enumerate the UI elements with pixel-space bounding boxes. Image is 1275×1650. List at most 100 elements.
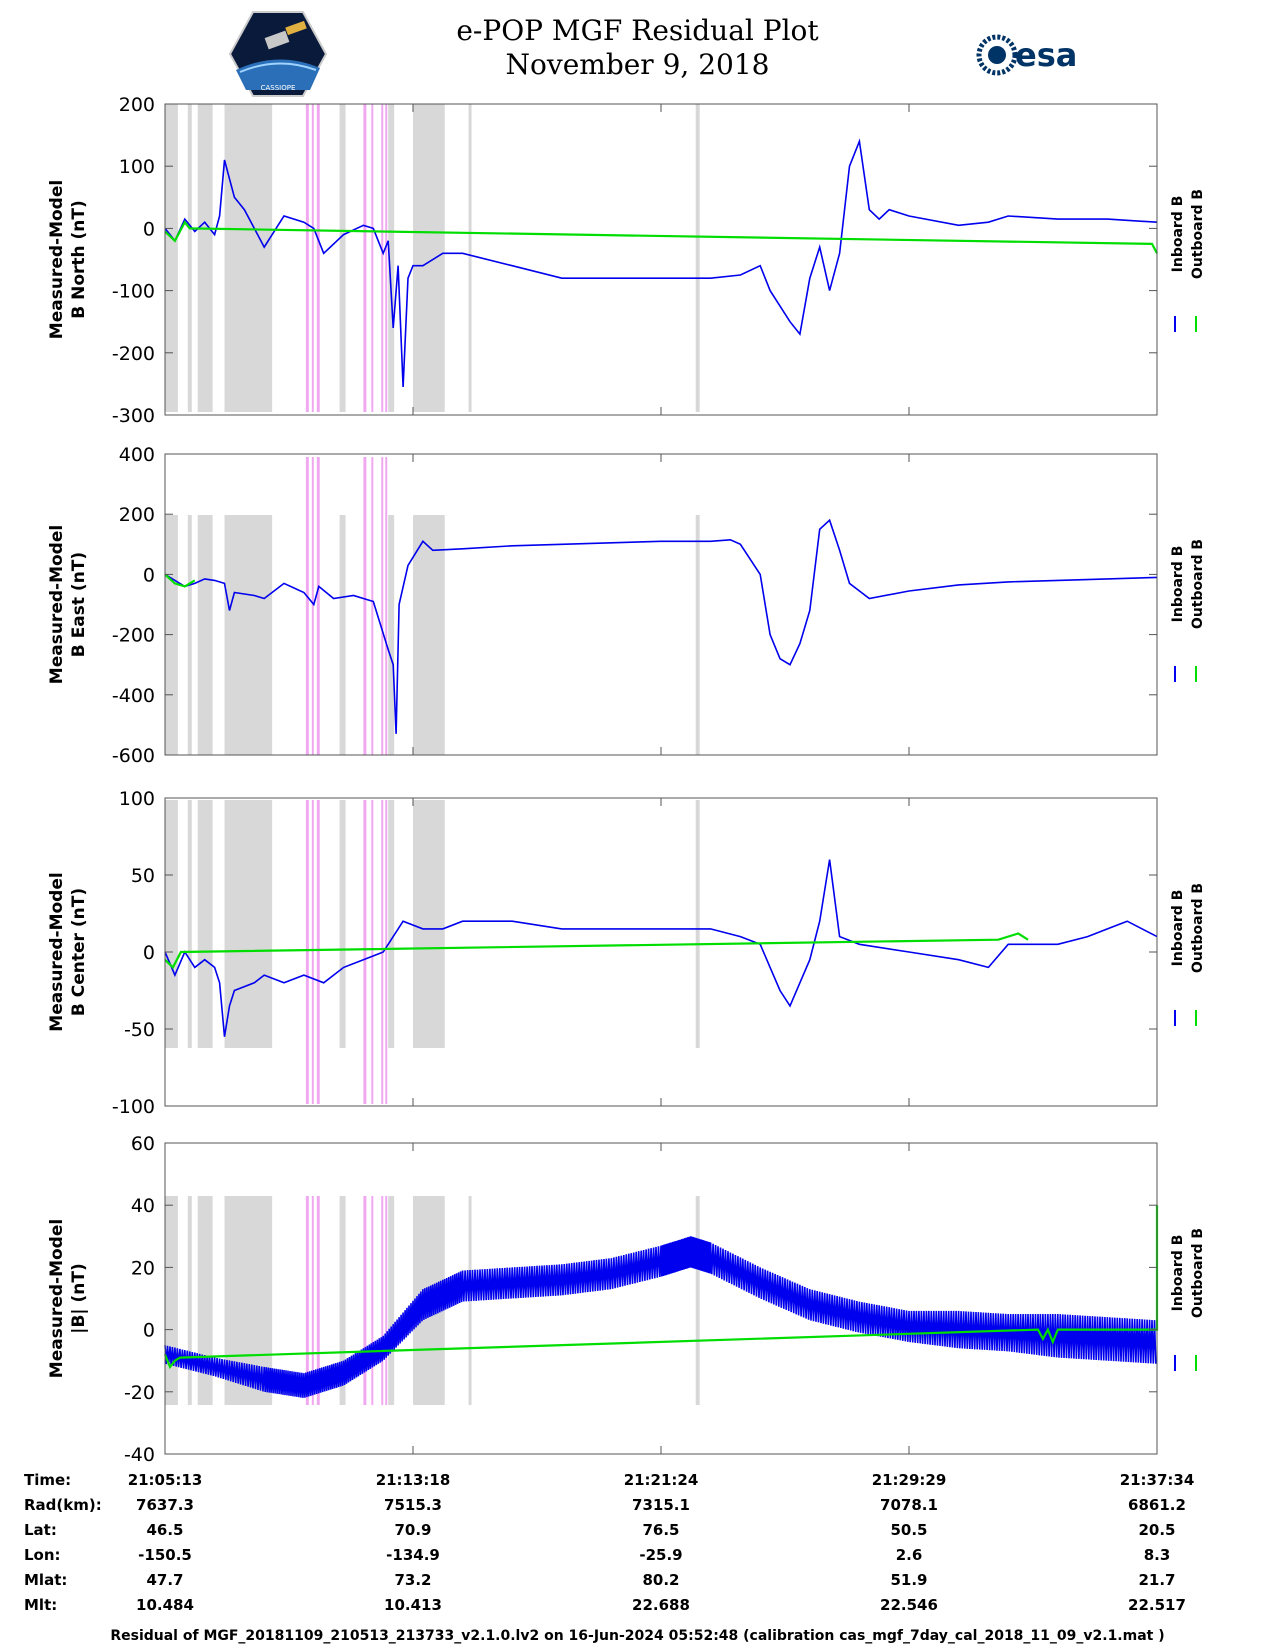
ephemeris-cell: 20.5 <box>1138 1521 1175 1539</box>
ephemeris-cell: 80.2 <box>642 1571 679 1589</box>
y-tick-label: -40 <box>124 1444 155 1466</box>
flag-band <box>311 104 314 412</box>
ephemeris-cell: 21:13:18 <box>376 1471 451 1489</box>
data-gap-band <box>468 104 472 412</box>
data-gap-band <box>187 515 192 755</box>
outboard-b-line <box>164 220 1158 254</box>
flag-band <box>381 1196 384 1405</box>
ephemeris-cell: 7637.3 <box>136 1496 194 1514</box>
ephemeris-cell: 21:05:13 <box>128 1471 203 1489</box>
data-gap-band <box>388 104 395 412</box>
y-tick-label: -100 <box>112 1096 155 1118</box>
y-tick-label: 0 <box>143 564 155 586</box>
y-tick-label: 0 <box>143 942 155 964</box>
title-line-1: e-POP MGF Residual Plot <box>456 14 819 47</box>
outboard-b-line <box>164 573 196 588</box>
flag-band <box>305 457 309 755</box>
ephemeris-cell: -150.5 <box>138 1546 192 1564</box>
data-gap-band <box>187 800 192 1048</box>
y-tick-label: 400 <box>119 444 155 466</box>
flag-band <box>385 800 388 1104</box>
inboard-b-line <box>164 859 1158 1037</box>
flag-band <box>371 800 374 1104</box>
cassiope-logo: CASSIOPE <box>228 11 328 97</box>
y-tick-label: -20 <box>124 1382 155 1404</box>
ephemeris-cell: 47.7 <box>146 1571 183 1589</box>
y-tick-label: 40 <box>131 1195 155 1217</box>
legend-label-inboard: Inboard B <box>1170 1235 1186 1312</box>
data-gap-band <box>339 515 346 755</box>
title-line-2: November 9, 2018 <box>505 48 770 81</box>
data-gap-band <box>187 104 192 412</box>
ephemeris-cell: 22.546 <box>880 1596 938 1614</box>
y-tick-label: 200 <box>119 94 155 116</box>
ephemeris-cell: 21:29:29 <box>872 1471 947 1489</box>
flag-band <box>316 800 320 1104</box>
legend-label-outboard: Outboard B <box>1190 883 1206 973</box>
data-gap-band <box>187 1196 192 1405</box>
inboard-b-line <box>164 518 1158 734</box>
y-tick-label: 200 <box>119 504 155 526</box>
ephemeris-row-label: Mlat: <box>24 1571 67 1589</box>
panel-3: -100 -50 0 50 100 Measured-Model B Center (nT)… <box>47 788 1206 1118</box>
flag-band <box>305 104 309 412</box>
y-tick-label: -50 <box>124 1019 155 1041</box>
ephemeris-cell: -134.9 <box>386 1546 440 1564</box>
data-gap-band <box>339 1196 346 1405</box>
ephemeris-row-label: Mlt: <box>24 1596 57 1614</box>
data-gap-band <box>695 800 700 1048</box>
legend-label-outboard: Outboard B <box>1190 1228 1206 1318</box>
panel-1: -300 -200 -100 0 100 200 Measured-Model B North… <box>47 94 1206 427</box>
data-gap-band <box>695 104 700 412</box>
y-tick-label: 60 <box>131 1133 155 1155</box>
flag-band <box>316 1196 320 1405</box>
flag-band <box>363 1196 367 1405</box>
ephemeris-cell: -25.9 <box>639 1546 682 1564</box>
y-axis-label-line-1: Measured-Model <box>47 1219 67 1378</box>
y-tick-label: -600 <box>112 745 155 767</box>
legend-label-outboard: Outboard B <box>1190 189 1206 279</box>
flag-band <box>385 1196 388 1405</box>
y-axis-label-line-2: B North (nT) <box>69 200 89 319</box>
y-axis-label: Measured-Model B East (nT) <box>47 525 89 684</box>
data-gap-band <box>224 515 273 755</box>
y-tick-label: -100 <box>112 281 155 303</box>
data-gap-band <box>224 800 273 1048</box>
ephemeris-cell: 7078.1 <box>880 1496 938 1514</box>
y-axis-label-line-2: B East (nT) <box>69 552 89 657</box>
ephemeris-cell: 22.688 <box>632 1596 690 1614</box>
data-gap-band <box>388 515 395 755</box>
y-tick-label: -200 <box>112 625 155 647</box>
data-gap-band <box>165 104 178 412</box>
y-axis-label-line-2: |B| (nT) <box>69 1263 89 1334</box>
y-tick-label: -200 <box>112 343 155 365</box>
panel-2: -600 -400 -200 0 200 400 Measured-Model B East … <box>47 444 1206 767</box>
data-gap-band <box>165 1196 178 1405</box>
page-title: e-POP MGF Residual Plot November 9, 2018 <box>0 14 1275 82</box>
outboard-b-line <box>163 1205 1159 1370</box>
footer-caption: Residual of MGF_20181109_210513_213733_v… <box>110 1628 1165 1644</box>
flag-band <box>316 104 320 412</box>
ephemeris-cell: 21:21:24 <box>624 1471 699 1489</box>
data-gap-band <box>388 1196 395 1405</box>
ephemeris-row-label: Lat: <box>24 1521 57 1539</box>
data-gap-band <box>197 515 213 755</box>
data-gap-band <box>695 515 700 755</box>
y-axis-label-line-1: Measured-Model <box>47 180 67 339</box>
panel-4: -40 -20 0 20 40 60 Measured-Model |B| (nT) Inboa… <box>47 1133 1206 1466</box>
legend: Inboard B Outboard B <box>1170 189 1206 279</box>
ephemeris-cell: 21:37:34 <box>1120 1471 1195 1489</box>
flag-band <box>363 800 367 1104</box>
ephemeris-cell: 21.7 <box>1138 1571 1175 1589</box>
ephemeris-cell: 51.9 <box>890 1571 927 1589</box>
ephemeris-cell: 7315.1 <box>632 1496 690 1514</box>
y-axis-label: Measured-Model B Center (nT) <box>47 872 89 1031</box>
y-tick-label: 50 <box>131 865 155 887</box>
y-tick-label: 20 <box>131 1257 155 1279</box>
cassiope-logo-text: CASSIOPE <box>261 84 296 92</box>
ephemeris-row-label: Rad(km): <box>24 1496 102 1514</box>
y-tick-label: 0 <box>143 218 155 240</box>
ephemeris-cell: 7515.3 <box>384 1496 442 1514</box>
flag-band <box>316 457 320 755</box>
ephemeris-cell: 8.3 <box>1144 1546 1171 1564</box>
